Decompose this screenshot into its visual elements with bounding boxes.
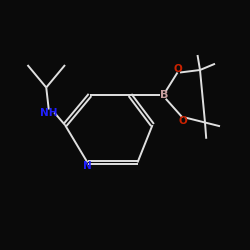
Text: NH: NH	[40, 108, 58, 118]
Text: B: B	[160, 90, 168, 100]
Text: O: O	[173, 64, 182, 74]
Text: O: O	[178, 116, 187, 126]
Text: N: N	[83, 161, 92, 171]
